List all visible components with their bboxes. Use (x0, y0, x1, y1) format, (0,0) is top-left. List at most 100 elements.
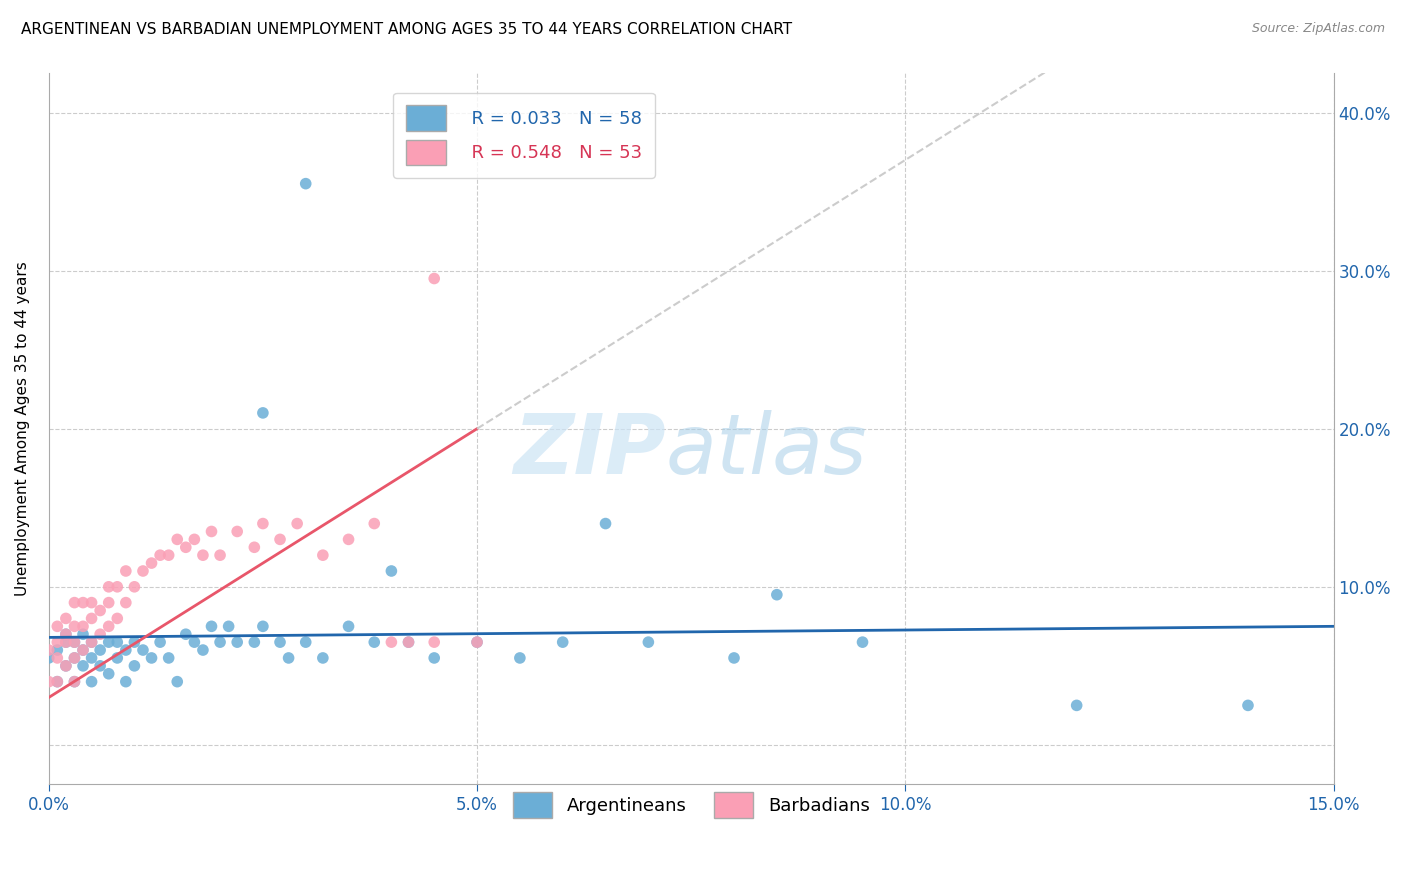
Point (166, 674, 188, 689)
Point (218, 619, 240, 633)
Point (851, 635, 873, 649)
Point (124, 635, 146, 649)
Text: Source: ZipAtlas.com: Source: ZipAtlas.com (1251, 22, 1385, 36)
Point (141, 556, 163, 570)
Point (63, 674, 86, 689)
Point (1066, 698, 1088, 713)
Point (55, 627, 77, 641)
Point (363, 516, 385, 531)
Point (80, 596, 103, 610)
Point (124, 658, 146, 673)
Point (80, 635, 103, 649)
Point (294, 635, 316, 649)
Point (55, 658, 77, 673)
Point (55, 635, 77, 649)
Point (363, 635, 385, 649)
Point (46, 643, 69, 657)
Point (72, 596, 94, 610)
Point (294, 177, 316, 191)
Point (269, 635, 291, 649)
Point (63, 619, 86, 633)
Point (46, 635, 69, 649)
Point (723, 651, 745, 665)
Point (80, 651, 103, 665)
Point (277, 651, 299, 665)
Point (209, 548, 232, 562)
Point (209, 635, 232, 649)
Point (72, 643, 94, 657)
Point (766, 588, 789, 602)
Point (157, 651, 180, 665)
Point (80, 611, 103, 625)
Point (423, 271, 446, 285)
Point (398, 635, 420, 649)
Point (55, 611, 77, 625)
Point (398, 635, 420, 649)
Point (183, 533, 205, 547)
Point (89, 603, 111, 617)
Point (312, 651, 335, 665)
Point (63, 596, 86, 610)
Point (191, 643, 214, 657)
Point (89, 643, 111, 657)
Point (63, 651, 86, 665)
Point (465, 635, 488, 649)
Point (252, 619, 274, 633)
Text: atlas: atlas (665, 409, 868, 491)
Point (105, 651, 128, 665)
Point (166, 533, 188, 547)
Point (595, 516, 617, 531)
Point (55, 658, 77, 673)
Point (551, 635, 574, 649)
Point (423, 651, 446, 665)
Point (243, 635, 266, 649)
Point (80, 635, 103, 649)
Point (105, 580, 128, 594)
Point (63, 651, 86, 665)
Point (183, 635, 205, 649)
Point (63, 635, 86, 649)
Legend: Argentineans, Barbadians: Argentineans, Barbadians (505, 785, 877, 825)
Point (38, 651, 60, 665)
Point (174, 541, 197, 555)
Point (243, 541, 266, 555)
Point (97, 619, 120, 633)
Point (63, 635, 86, 649)
Point (380, 635, 402, 649)
Point (174, 627, 197, 641)
Point (46, 674, 69, 689)
Point (380, 564, 402, 578)
Point (1237, 698, 1260, 713)
Point (89, 658, 111, 673)
Point (337, 533, 360, 547)
Point (191, 548, 214, 562)
Point (115, 643, 138, 657)
Point (132, 564, 155, 578)
Point (157, 548, 180, 562)
Point (115, 564, 138, 578)
Point (465, 635, 488, 649)
Point (226, 524, 249, 539)
Point (38, 674, 60, 689)
Point (252, 406, 274, 420)
Point (115, 674, 138, 689)
Point (97, 596, 120, 610)
Y-axis label: Unemployment Among Ages 35 to 44 years: Unemployment Among Ages 35 to 44 years (15, 261, 30, 596)
Point (38, 643, 60, 657)
Point (200, 619, 222, 633)
Point (115, 596, 138, 610)
Point (637, 635, 659, 649)
Point (72, 627, 94, 641)
Point (97, 580, 120, 594)
Point (509, 651, 531, 665)
Point (132, 643, 155, 657)
Point (46, 619, 69, 633)
Point (46, 674, 69, 689)
Point (97, 666, 120, 681)
Point (72, 643, 94, 657)
Point (72, 658, 94, 673)
Point (55, 627, 77, 641)
Point (124, 580, 146, 594)
Text: ARGENTINEAN VS BARBADIAN UNEMPLOYMENT AMONG AGES 35 TO 44 YEARS CORRELATION CHAR: ARGENTINEAN VS BARBADIAN UNEMPLOYMENT AM… (21, 22, 792, 37)
Point (423, 635, 446, 649)
